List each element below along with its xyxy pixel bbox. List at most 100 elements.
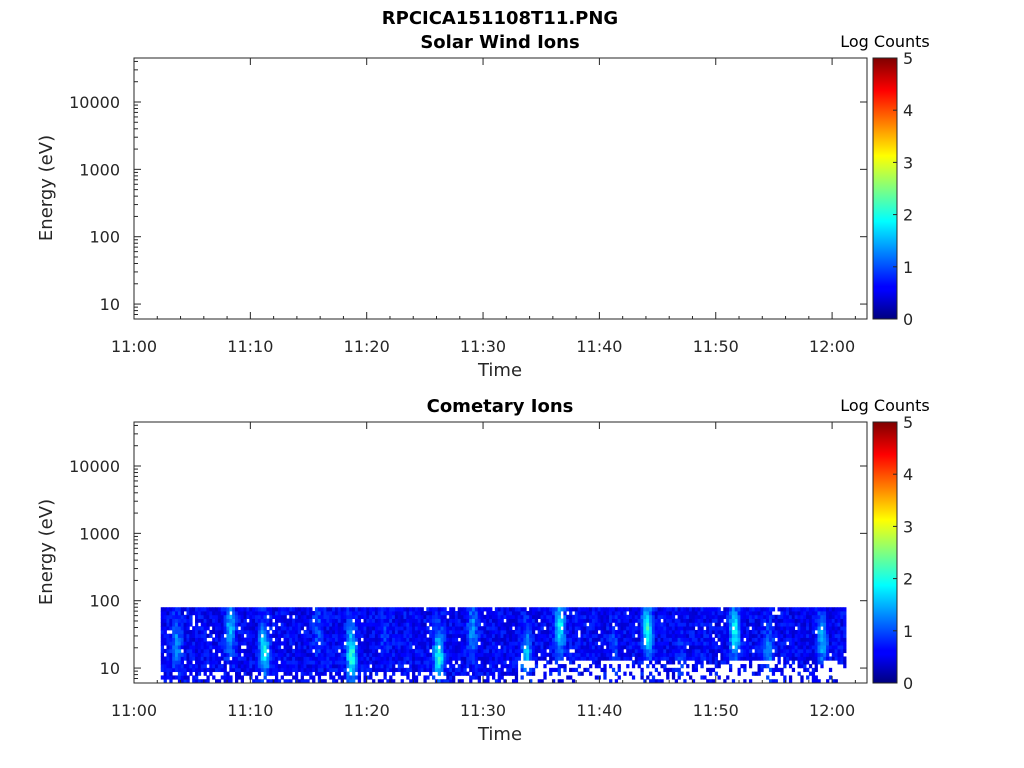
heatmap-cell xyxy=(200,629,204,635)
heatmap-cell xyxy=(577,671,581,676)
heatmap-cell xyxy=(840,607,844,612)
heatmap-cell xyxy=(360,633,364,638)
heatmap-cell xyxy=(806,611,810,616)
heatmap-cell xyxy=(349,664,353,669)
heatmap-cell xyxy=(314,641,319,646)
heatmap-cell xyxy=(697,648,701,654)
heatmap-cell xyxy=(771,679,776,683)
heatmap-cell xyxy=(349,648,353,654)
heatmap-cell xyxy=(554,648,559,654)
heatmap-cell xyxy=(314,633,319,638)
heatmap-cell xyxy=(791,648,796,654)
heatmap-cell xyxy=(517,641,521,646)
heatmap-cell xyxy=(297,622,302,627)
heatmap-cell xyxy=(346,679,350,683)
heatmap-cell xyxy=(369,660,373,665)
heatmap-cell xyxy=(303,611,307,616)
heatmap-cell xyxy=(774,614,778,619)
heatmap-cell xyxy=(160,675,165,680)
heatmap-cell xyxy=(343,660,347,665)
heatmap-cell xyxy=(229,645,233,650)
heatmap-cell xyxy=(240,629,244,635)
heatmap-cell xyxy=(577,656,581,661)
heatmap-cell xyxy=(297,614,302,619)
heatmap-cell xyxy=(254,664,259,669)
heatmap-cell xyxy=(446,633,450,638)
heatmap-cell xyxy=(409,618,413,623)
heatmap-cell xyxy=(606,614,610,619)
heatmap-cell xyxy=(343,645,347,650)
heatmap-cell xyxy=(486,645,490,650)
heatmap-cell xyxy=(175,611,179,616)
heatmap-cell xyxy=(520,648,524,654)
heatmap-cell xyxy=(320,611,324,616)
heatmap-cell xyxy=(663,664,667,669)
heatmap-cell xyxy=(617,641,621,646)
heatmap-cell xyxy=(195,626,199,631)
heatmap-cell xyxy=(249,641,253,646)
heatmap-cell xyxy=(186,622,190,627)
heatmap-cell xyxy=(569,618,573,623)
heatmap-cell xyxy=(169,671,173,676)
heatmap-cell xyxy=(783,648,787,654)
heatmap-cell xyxy=(491,633,496,638)
heatmap-cell xyxy=(229,622,233,627)
heatmap-cell xyxy=(477,611,481,616)
heatmap-cell xyxy=(500,660,504,665)
heatmap-cell xyxy=(326,656,330,661)
heatmap-cell xyxy=(549,637,553,642)
heatmap-cell xyxy=(746,622,750,627)
heatmap-cell xyxy=(737,622,741,627)
heatmap-cell xyxy=(577,664,581,669)
heatmap-cell xyxy=(531,652,536,657)
heatmap-cell xyxy=(486,679,490,683)
heatmap-cell xyxy=(589,611,593,616)
heatmap-cell xyxy=(349,607,353,612)
heatmap-cell xyxy=(163,633,167,638)
heatmap-cell xyxy=(683,660,687,665)
heatmap-cell xyxy=(320,626,324,631)
heatmap-cell xyxy=(557,667,561,673)
heatmap-cell xyxy=(294,645,299,650)
heatmap-cell xyxy=(414,675,419,680)
heatmap-cell xyxy=(811,652,816,657)
heatmap-cell xyxy=(520,622,524,627)
heatmap-cell xyxy=(771,614,776,619)
heatmap-cell xyxy=(346,607,350,612)
x-axis-label: Time xyxy=(477,724,522,745)
heatmap-cell xyxy=(340,629,344,635)
heatmap-cell xyxy=(709,607,713,612)
heatmap-cell xyxy=(220,664,224,669)
heatmap-cell xyxy=(297,679,302,683)
heatmap-cell xyxy=(180,652,185,657)
heatmap-cell xyxy=(254,656,259,661)
heatmap-cell xyxy=(554,622,559,627)
heatmap-cell xyxy=(406,660,410,665)
heatmap-cell xyxy=(266,652,270,657)
heatmap-cell xyxy=(723,626,727,631)
heatmap-cell xyxy=(569,607,573,612)
heatmap-cell xyxy=(694,652,698,657)
heatmap-cell xyxy=(460,664,464,669)
heatmap-cell xyxy=(460,648,464,654)
heatmap-cell xyxy=(183,641,187,646)
heatmap-cell xyxy=(403,633,407,638)
heatmap-cell xyxy=(603,671,607,676)
heatmap-cell xyxy=(412,641,416,646)
heatmap-cell xyxy=(657,660,661,665)
heatmap-cell xyxy=(589,637,593,642)
heatmap-cell xyxy=(235,660,239,665)
heatmap-cell xyxy=(454,641,459,646)
heatmap-cell xyxy=(352,648,356,654)
heatmap-cell xyxy=(783,626,787,631)
heatmap-cell xyxy=(683,614,687,619)
heatmap-cell xyxy=(215,660,219,665)
heatmap-cell xyxy=(623,656,627,661)
heatmap-cell xyxy=(226,611,230,616)
heatmap-cell xyxy=(426,645,430,650)
heatmap-cell xyxy=(334,660,339,665)
heatmap-cell xyxy=(563,611,567,616)
heatmap-cell xyxy=(337,622,342,627)
heatmap-cell xyxy=(257,622,262,627)
heatmap-cell xyxy=(257,671,262,676)
